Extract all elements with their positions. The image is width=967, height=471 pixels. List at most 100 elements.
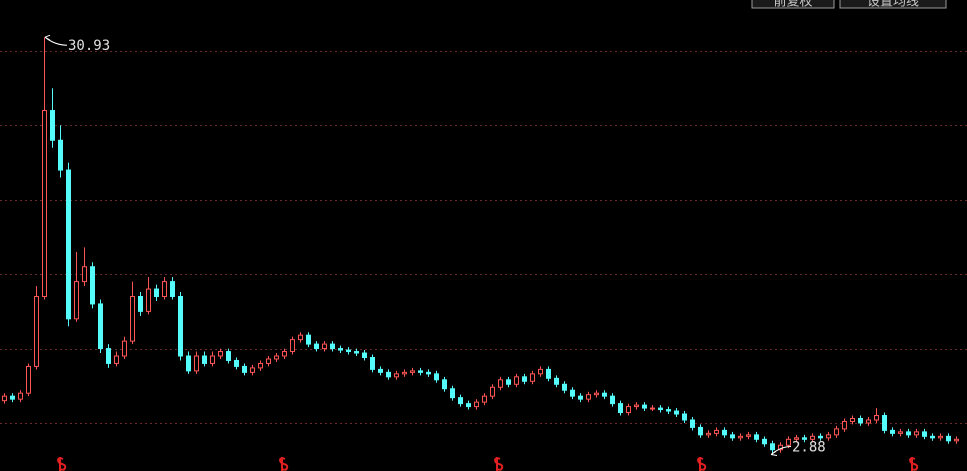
candle-body	[42, 110, 47, 297]
candles	[2, 37, 959, 455]
candle-body	[474, 401, 479, 408]
candle-body	[226, 351, 231, 361]
candle-body	[98, 303, 103, 350]
candle-body	[2, 395, 7, 402]
candle-body	[490, 386, 495, 397]
candle-body	[74, 281, 79, 320]
candle-body	[362, 352, 367, 358]
toolbar: 前复权 设置均线	[751, 0, 947, 10]
candle-body	[578, 395, 583, 400]
candle-body	[482, 395, 487, 403]
candle-body	[562, 383, 567, 391]
event-marker	[696, 457, 707, 471]
candle-body	[850, 417, 855, 422]
candle-body	[322, 343, 327, 350]
candle-body	[130, 295, 135, 342]
candle-body	[762, 438, 767, 445]
candle-body	[290, 339, 295, 353]
candle-body	[882, 415, 887, 431]
candle-body	[10, 395, 15, 400]
candle-body	[866, 419, 871, 424]
candle-body	[66, 169, 71, 320]
candle-body	[594, 392, 599, 396]
candle-body	[626, 406, 631, 414]
candle-body	[458, 397, 463, 405]
candle-body	[58, 139, 63, 171]
candle-body	[266, 358, 271, 364]
candle-body	[834, 428, 839, 436]
candle-body	[250, 367, 255, 373]
event-marker	[278, 457, 289, 471]
candle-body	[682, 413, 687, 421]
candle-body	[658, 407, 663, 411]
candle-body	[138, 295, 143, 312]
candle-body	[938, 435, 943, 439]
candle-body	[186, 355, 191, 372]
candle-body	[650, 407, 655, 410]
candle-body	[922, 431, 927, 437]
candle-body	[450, 388, 455, 399]
candle-body	[82, 266, 87, 283]
candle-body	[122, 340, 127, 357]
event-marker	[908, 457, 919, 471]
annotation-arrow	[44, 34, 68, 46]
candle-body	[370, 356, 375, 370]
event-marker	[56, 457, 67, 471]
candle-body	[914, 431, 919, 436]
candle-body	[954, 438, 959, 442]
candle-body	[786, 438, 791, 446]
candle-body	[946, 435, 951, 442]
candle-body	[314, 343, 319, 350]
candle-body	[170, 281, 175, 297]
candle-body	[530, 373, 535, 382]
candle-body	[114, 355, 119, 364]
candle-body	[546, 368, 551, 379]
candle-body	[690, 419, 695, 428]
candle-body	[746, 434, 751, 437]
candle-body	[434, 373, 439, 381]
candle-body	[378, 368, 383, 373]
candle-body	[354, 351, 359, 354]
candle-body	[234, 359, 239, 367]
candle-body	[698, 426, 703, 436]
candle-body	[154, 288, 159, 297]
candle-body	[906, 431, 911, 436]
candle-body	[18, 392, 23, 400]
candle-body	[810, 435, 815, 440]
candle-body	[194, 355, 199, 372]
candle-body	[770, 443, 775, 451]
candle-body	[442, 379, 447, 390]
candle-body	[298, 334, 303, 341]
candle-body	[506, 379, 511, 385]
button[interactable]	[839, 0, 947, 9]
candle-body	[242, 365, 247, 373]
candle-body	[666, 409, 671, 412]
button-label[interactable]: 设置均线	[867, 0, 919, 10]
candle-body	[898, 431, 903, 434]
candle-body	[426, 371, 431, 375]
candle-body	[410, 370, 415, 373]
candle-body	[282, 351, 287, 357]
candle-body	[818, 435, 823, 439]
annotation-arrow	[770, 445, 792, 456]
candle-body	[218, 351, 223, 357]
event-marker	[493, 457, 504, 471]
candle-body	[26, 365, 31, 394]
candle-body	[634, 404, 639, 408]
candle-body	[162, 281, 167, 297]
annotations: 30.93 2.88	[44, 34, 826, 456]
candle-body	[338, 348, 343, 351]
candle-body	[522, 376, 527, 382]
candle-body	[418, 370, 423, 373]
candle-body	[50, 110, 55, 141]
candle-body	[610, 395, 615, 405]
candle-body	[930, 435, 935, 439]
button[interactable]	[751, 0, 835, 9]
candle-body	[826, 434, 831, 439]
candle-body	[554, 377, 559, 385]
candle-body	[274, 355, 279, 360]
candle-body	[538, 368, 543, 375]
button-label[interactable]: 前复权	[773, 0, 812, 10]
candle-body	[642, 404, 647, 409]
candle-body	[514, 376, 519, 385]
